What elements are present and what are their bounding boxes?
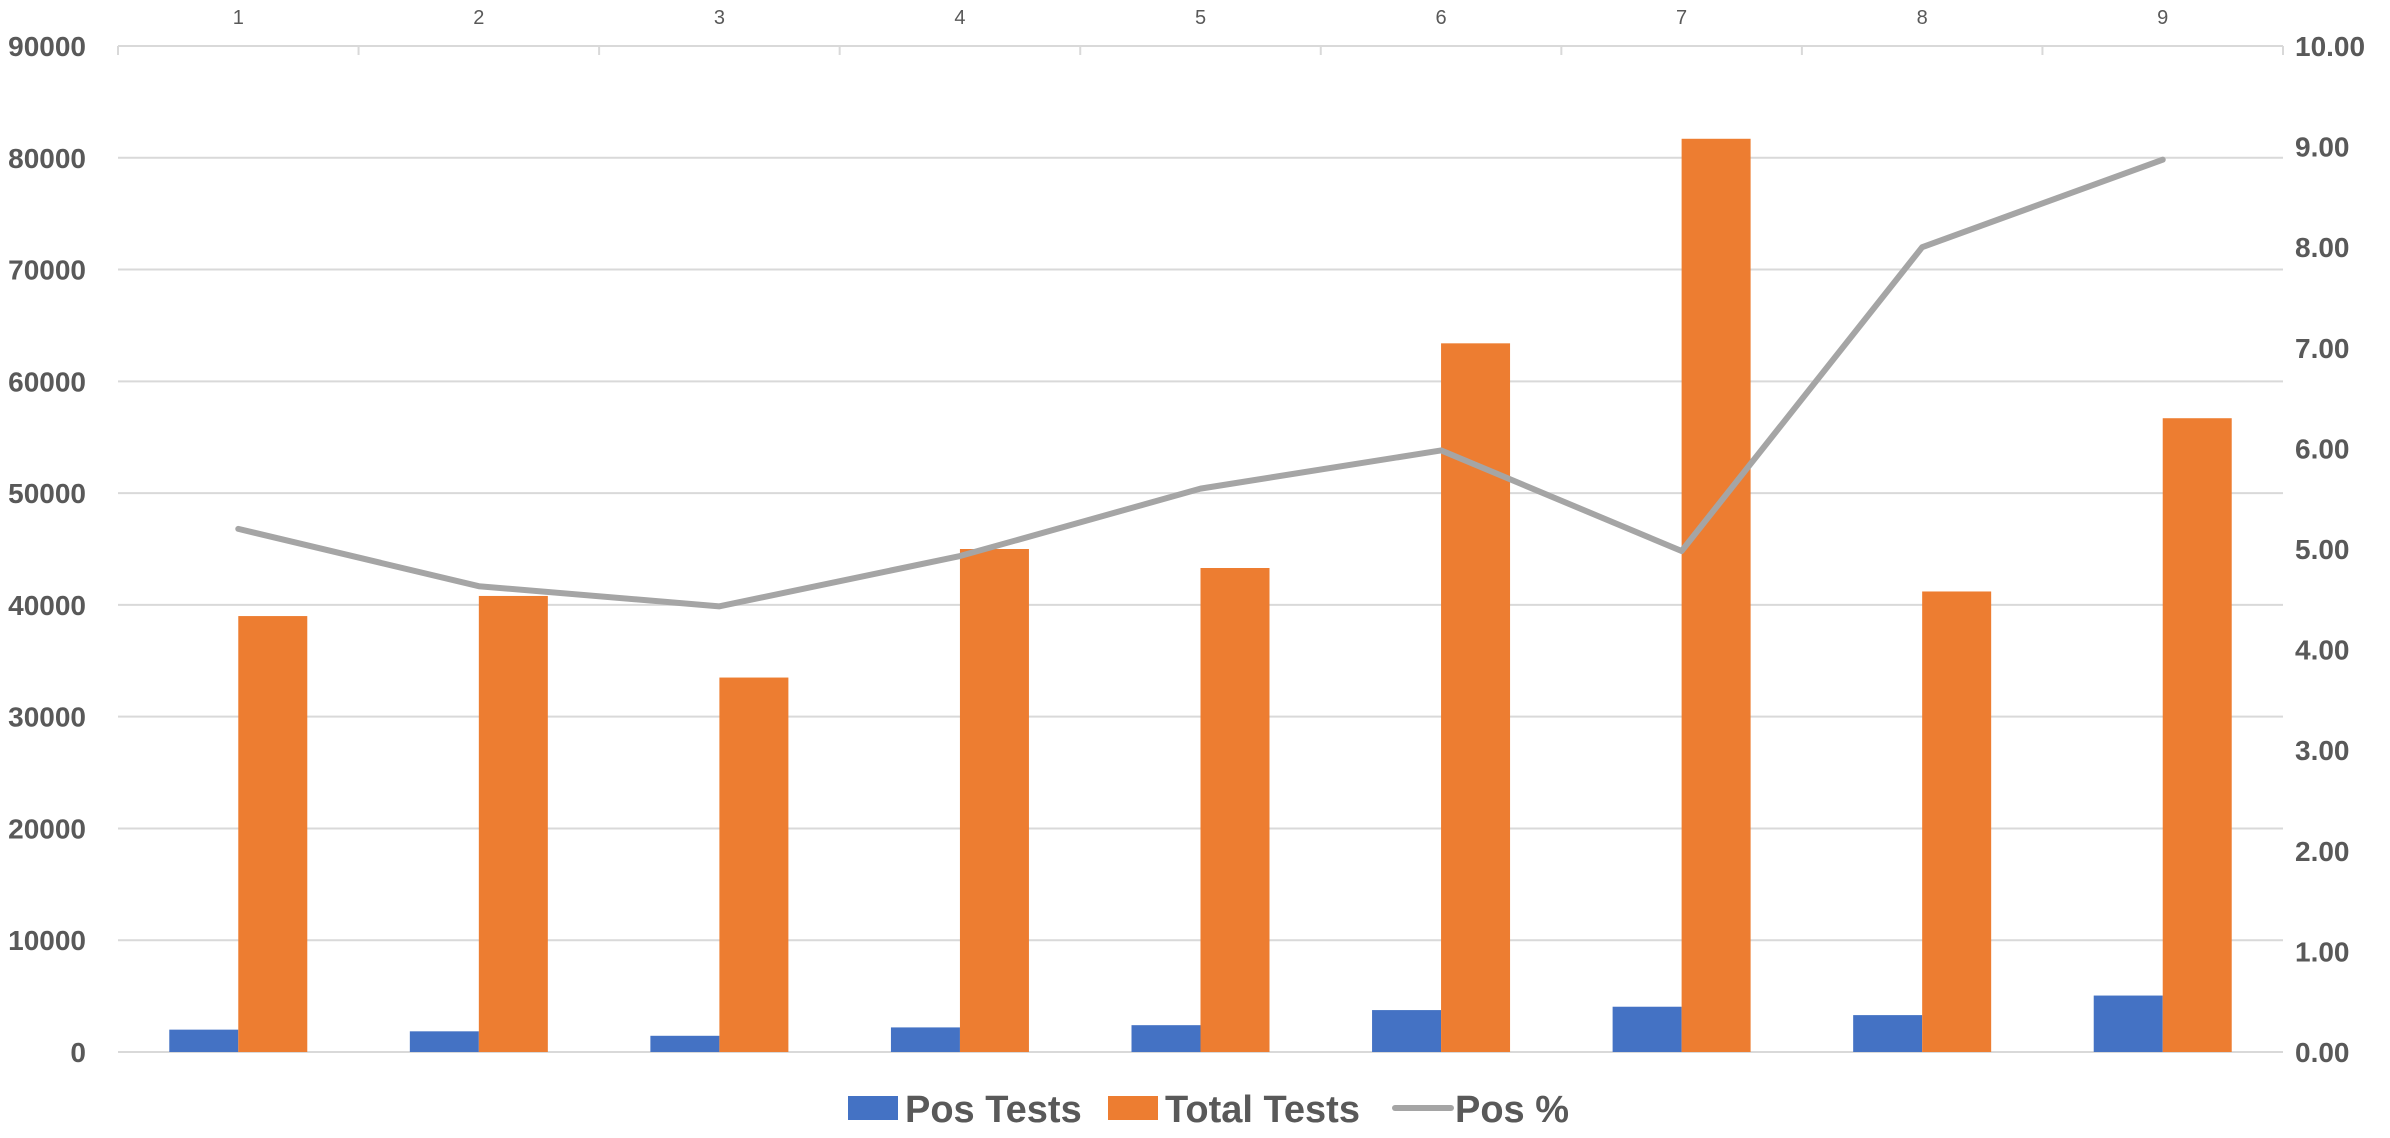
pos-percent-point (958, 555, 961, 558)
left-axis-tick-label: 30000 (8, 702, 86, 733)
category-label: 3 (714, 7, 725, 29)
bar-total-tests (478, 595, 548, 1052)
bar-total-tests (719, 677, 789, 1052)
right-axis-tick-label: 2.00 (2295, 836, 2350, 867)
right-axis-tick-label: 0.00 (2295, 1037, 2350, 1068)
bar-total-tests (1441, 343, 1511, 1053)
legend-label-pos-percent: Pos % (1455, 1089, 1569, 1131)
bar-total-tests (1922, 591, 1992, 1052)
right-axis-tick-label: 6.00 (2295, 433, 2350, 464)
category-label: 1 (233, 7, 244, 29)
legend-label-total-tests: Total Tests (1165, 1089, 1360, 1131)
left-axis-tick-label: 50000 (8, 478, 86, 509)
pos-percent-line-group (235, 156, 2166, 610)
legend-label-pos-tests: Pos Tests (905, 1089, 1082, 1131)
bar-pos-tests (1372, 1010, 1442, 1052)
bar-pos-tests (409, 1031, 479, 1052)
legend-swatch-total-tests (1108, 1096, 1158, 1120)
category-label: 8 (1917, 7, 1928, 29)
bar-pos-tests (650, 1035, 720, 1052)
right-axis-tick-label: 7.00 (2295, 333, 2350, 364)
pos-percent-point (237, 527, 240, 530)
left-axis-tick-label: 90000 (8, 31, 86, 62)
category-label: 4 (954, 7, 965, 29)
bar-total-tests (1681, 138, 1751, 1052)
bar-pos-tests (2093, 995, 2163, 1052)
pos-percent-line (235, 156, 2166, 610)
bar-pos-tests (1131, 1025, 1201, 1052)
bar-total-tests (238, 616, 308, 1052)
right-axis-tick-label: 1.00 (2295, 936, 2350, 967)
top-category-axis: 1 2 3 4 5 6 7 8 9 (117, 7, 2284, 55)
category-label: 7 (1676, 7, 1687, 29)
bar-pos-tests (1612, 1006, 1682, 1052)
legend-swatch-pos-tests (848, 1096, 898, 1120)
bar-total-tests (959, 549, 1029, 1052)
category-label: 6 (1435, 7, 1446, 29)
left-axis-tick-label: 80000 (8, 143, 86, 174)
pos-percent-point (718, 605, 721, 608)
pos-percent-point (477, 585, 480, 588)
right-axis-tick-label: 4.00 (2295, 635, 2350, 666)
pos-percent-point (1440, 449, 1443, 452)
right-axis-tick-label: 9.00 (2295, 132, 2350, 163)
category-label: 5 (1195, 7, 1206, 29)
legend: Pos Tests Total Tests Pos % (848, 1089, 1569, 1131)
pos-percent-point (1921, 246, 1924, 249)
left-axis-tick-label: 0 (70, 1037, 86, 1068)
right-axis-tick-label: 10.00 (2295, 31, 2365, 62)
pos-percent-point (2161, 158, 2164, 161)
left-axis-tick-label: 20000 (8, 813, 86, 844)
right-axis-tick-label: 5.00 (2295, 534, 2350, 565)
bar-pos-tests (169, 1029, 239, 1052)
bar-pos-tests (1853, 1015, 1923, 1052)
category-label: 2 (473, 7, 484, 29)
bar-pos-tests (890, 1027, 960, 1052)
bar-total-tests (1200, 568, 1270, 1052)
category-label: 9 (2157, 7, 2168, 29)
right-axis: 0.00 1.00 2.00 3.00 4.00 5.00 6.00 7.00 8.00 9.00… (2295, 31, 2365, 1068)
bar-total-tests (2162, 418, 2232, 1053)
left-axis-tick-label: 40000 (8, 590, 86, 621)
pos-percent-point (1680, 550, 1683, 553)
left-axis: 0 10000 20000 30000 40000 50000 60000 70000 8000… (8, 31, 86, 1068)
right-axis-tick-label: 3.00 (2295, 735, 2350, 766)
left-axis-tick-label: 60000 (8, 366, 86, 397)
left-axis-tick-label: 70000 (8, 255, 86, 286)
left-axis-tick-label: 10000 (8, 925, 86, 956)
bars (169, 138, 2232, 1053)
pos-percent-point (1199, 487, 1202, 490)
right-axis-tick-label: 8.00 (2295, 232, 2350, 263)
